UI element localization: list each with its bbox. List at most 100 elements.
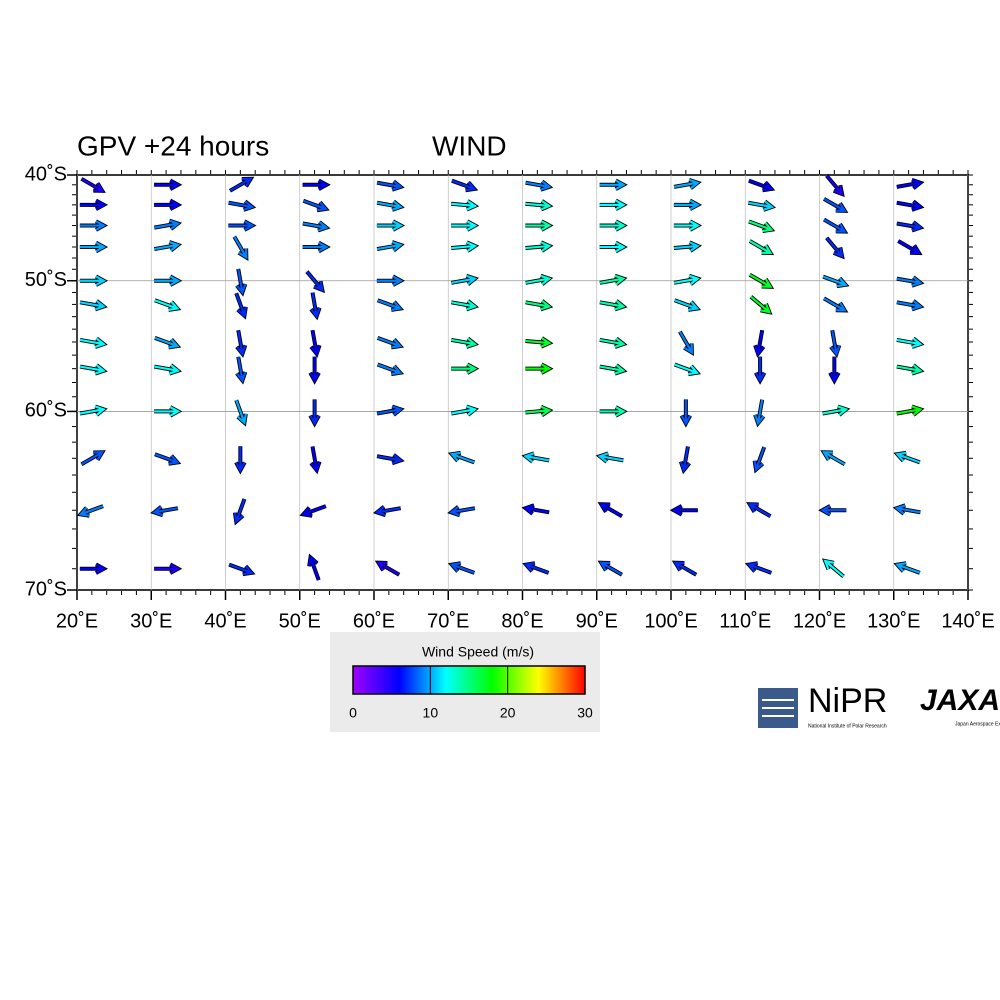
wind-vector [302, 221, 329, 232]
wind-vector [302, 199, 329, 212]
wind-vector [235, 292, 247, 318]
wind-vector [449, 451, 475, 464]
wind-vector [79, 199, 107, 211]
wind-vector [679, 446, 691, 473]
x-tick-label: 110˚E [719, 610, 771, 632]
wind-vector [310, 292, 321, 319]
wind-vector [896, 405, 923, 416]
wind-vector [822, 275, 848, 288]
wind-vector [228, 220, 255, 231]
wind-vector [599, 503, 623, 518]
wind-vector [306, 270, 324, 292]
wind-vector [376, 275, 404, 287]
wind-vector [680, 399, 692, 426]
wind-vector [829, 356, 840, 383]
wind-vector [599, 337, 626, 348]
wind-vector [80, 451, 105, 466]
map-subtitle: WIND [432, 130, 507, 161]
wind-vector [896, 364, 923, 375]
wind-vector [896, 337, 923, 348]
x-tick-label: 140˚E [941, 610, 994, 632]
wind-vector [523, 452, 550, 463]
wind-vector [235, 356, 247, 383]
wind-vector [525, 180, 552, 191]
wind-vector [302, 179, 329, 191]
wind-vector [825, 237, 844, 258]
x-tick-label: 30˚E [130, 610, 172, 632]
wind-vector [449, 562, 475, 574]
nipr-logo: NiPR National Institute of Polar Researc… [758, 682, 887, 729]
wind-vector [673, 199, 701, 211]
wind-vector [376, 220, 404, 231]
x-tick-label: 50˚E [279, 610, 321, 632]
wind-vector [674, 363, 700, 376]
wind-vector [599, 300, 626, 311]
wind-vector [228, 563, 254, 576]
wind-vector [154, 219, 181, 230]
wind-vector [599, 274, 626, 286]
wind-vector [301, 505, 327, 517]
wind-vector [673, 274, 700, 286]
wind-vector [451, 337, 478, 348]
x-tick-label: 20˚E [56, 610, 98, 632]
wind-vector [823, 197, 847, 212]
wind-vector [894, 504, 921, 515]
wind-vector [599, 179, 626, 191]
wind-vector [377, 299, 403, 311]
wind-vector [451, 241, 478, 252]
wind-vector [754, 329, 765, 357]
wind-vector [451, 220, 478, 231]
wind-vector [449, 505, 476, 517]
x-tick-label: 70˚E [427, 610, 469, 632]
wind-vector [823, 297, 847, 312]
wind-vector [821, 451, 846, 466]
wind-vector [896, 300, 923, 311]
wind-vector [154, 299, 180, 311]
wind-vector [309, 399, 320, 426]
wind-vector [79, 300, 106, 311]
wind-vector [451, 300, 478, 311]
wind-vector [154, 275, 181, 287]
y-tick-label: 70˚S [25, 578, 67, 600]
wind-vector [376, 200, 403, 211]
wind-vector [897, 240, 921, 255]
wind-vector [896, 221, 923, 232]
wind-vector [525, 274, 552, 286]
wind-vector [308, 555, 320, 581]
x-tick-label: 90˚E [576, 610, 618, 632]
wind-vector [152, 505, 179, 517]
wind-vector [80, 177, 105, 192]
wind-vector [525, 241, 552, 252]
wind-vector [374, 505, 401, 517]
wind-vector [233, 236, 248, 260]
wind-vector [822, 405, 849, 416]
map-title: GPV +24 hours [77, 130, 269, 161]
wind-vector [154, 563, 181, 575]
wind-vector [599, 406, 626, 417]
wind-vector [376, 405, 403, 416]
wind-vector [825, 174, 844, 196]
wind-vector [451, 179, 477, 192]
wind-vector [748, 179, 774, 192]
jaxa-fulltext: Japan Aerospace Exploration Agency [955, 721, 1000, 727]
wind-vector [451, 363, 478, 374]
colorbar-tick-label: 0 [349, 705, 357, 721]
wind-vector [235, 399, 247, 425]
wind-vector [820, 504, 847, 516]
wind-vector [746, 562, 772, 574]
wind-vector [79, 563, 107, 575]
wind-vector [896, 276, 923, 287]
wind-vector [154, 364, 181, 375]
wind-vector [154, 453, 180, 465]
x-tick-label: 80˚E [501, 610, 543, 632]
wind-vector [597, 452, 624, 463]
x-tick-label: 130˚E [867, 610, 920, 632]
wind-vector [228, 200, 255, 211]
x-tick-label: 100˚E [644, 610, 697, 632]
wind-vector [154, 199, 181, 211]
wind-vector [754, 356, 766, 383]
wind-vector [377, 336, 403, 349]
wind-vector [79, 337, 106, 348]
wind-vector [678, 331, 693, 355]
